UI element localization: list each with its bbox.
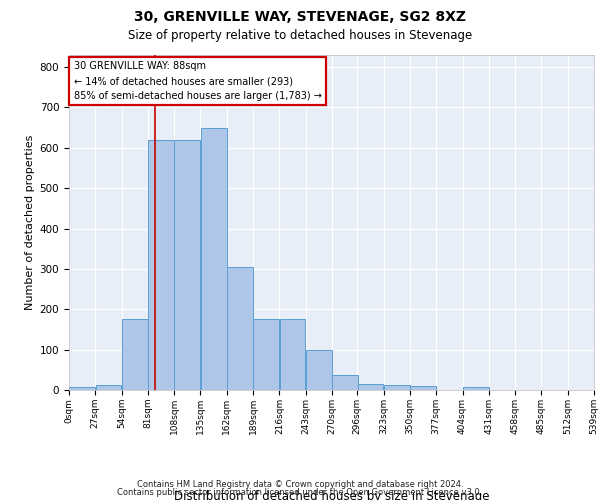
Text: Size of property relative to detached houses in Stevenage: Size of property relative to detached ho… [128,29,472,42]
Bar [306,350,332,390]
Bar [358,384,383,390]
Bar [175,140,200,390]
Bar [69,387,95,390]
Bar [122,320,148,390]
Bar [201,128,227,390]
Bar [332,374,358,390]
Bar [384,385,410,390]
Bar [280,320,305,390]
Bar [463,387,488,390]
Bar [148,140,174,390]
Y-axis label: Number of detached properties: Number of detached properties [25,135,35,310]
Text: Contains public sector information licensed under the Open Government Licence v3: Contains public sector information licen… [118,488,482,497]
Text: 30, GRENVILLE WAY, STEVENAGE, SG2 8XZ: 30, GRENVILLE WAY, STEVENAGE, SG2 8XZ [134,10,466,24]
Bar [410,386,436,390]
Bar [95,385,121,390]
Text: Contains HM Land Registry data © Crown copyright and database right 2024.: Contains HM Land Registry data © Crown c… [137,480,463,489]
Bar [227,267,253,390]
Bar [253,320,279,390]
Text: 30 GRENVILLE WAY: 88sqm
← 14% of detached houses are smaller (293)
85% of semi-d: 30 GRENVILLE WAY: 88sqm ← 14% of detache… [74,62,322,101]
X-axis label: Distribution of detached houses by size in Stevenage: Distribution of detached houses by size … [174,490,489,500]
